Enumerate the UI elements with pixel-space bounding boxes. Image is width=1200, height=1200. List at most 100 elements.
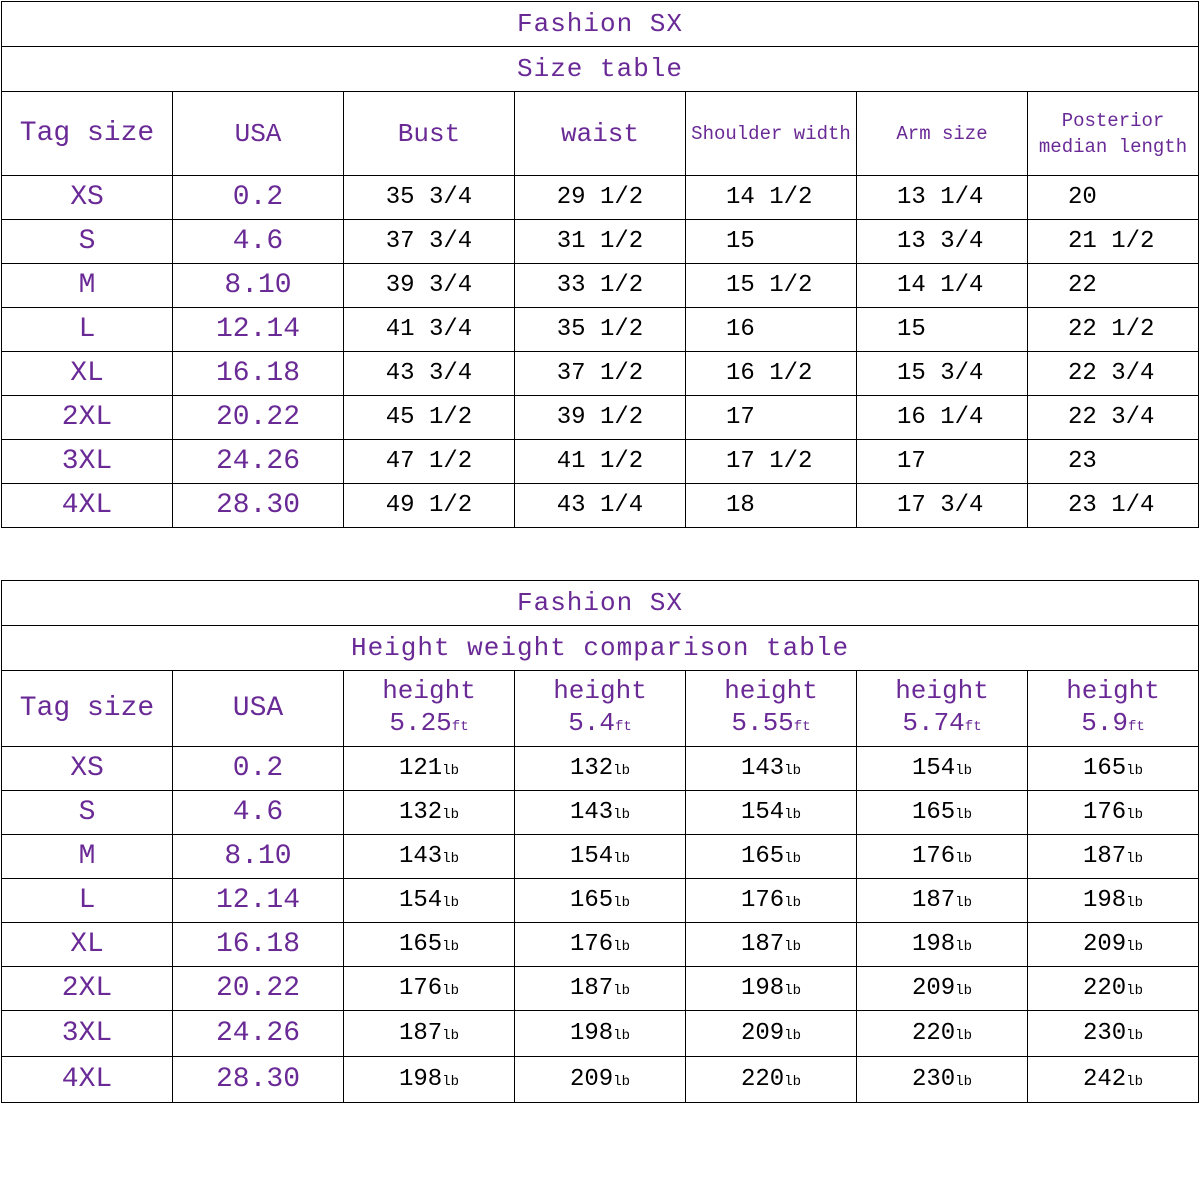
length-cell: 20 <box>1026 175 1200 220</box>
weight-unit: lb <box>1126 1028 1144 1044</box>
hw-tag-size-cell: M <box>1 834 173 879</box>
hw-row: XS 0.2 121lb 132lb 143lb 154lb 165lb <box>1 746 1200 791</box>
hw-usa-size-cell: 8.10 <box>172 834 344 879</box>
height-weight-table: Fashion SX Height weight comparison tabl… <box>0 580 1200 1103</box>
size-row: 2XL 20.22 45 1/2 39 1/2 17 16 1/4 22 3/4 <box>1 395 1200 440</box>
hw-table-brand: Fashion SX <box>0 580 1200 626</box>
weight-cell: 176lb <box>1026 790 1200 835</box>
bust-cell: 41 3/4 <box>343 307 515 352</box>
length-cell: 23 1/4 <box>1026 483 1200 528</box>
hw-tag-size-cell: 3XL <box>1 1010 173 1057</box>
hw-usa-size-cell: 20.22 <box>172 966 344 1011</box>
weight-cell: 154lb <box>856 746 1028 791</box>
waist-cell: 35 1/2 <box>514 307 686 352</box>
hw-tag-size-cell: L <box>1 878 173 923</box>
weight-cell: 132lb <box>343 790 515 835</box>
weight-unit: lb <box>442 895 460 911</box>
hw-usa-size-cell: 0.2 <box>172 746 344 791</box>
hw-header-height: height 5.4ft <box>514 670 686 747</box>
bust-cell: 49 1/2 <box>343 483 515 528</box>
weight-cell: 165lb <box>1026 746 1200 791</box>
weight-value: 176 <box>1082 799 1127 826</box>
weight-unit: lb <box>613 983 631 999</box>
weight-value: 165 <box>1082 755 1127 782</box>
weight-value: 187 <box>911 887 956 914</box>
weight-value: 154 <box>569 843 614 870</box>
size-row: 4XL 28.30 49 1/2 43 1/4 18 17 3/4 23 1/4 <box>1 483 1200 528</box>
weight-unit: lb <box>955 983 973 999</box>
weight-value: 154 <box>911 755 956 782</box>
weight-value: 198 <box>398 1066 443 1093</box>
height-number: 5.74 <box>902 707 965 738</box>
waist-cell: 37 1/2 <box>514 351 686 396</box>
weight-unit: lb <box>784 895 802 911</box>
weight-value: 143 <box>398 843 443 870</box>
weight-value: 176 <box>740 887 785 914</box>
hw-usa-size-cell: 28.30 <box>172 1056 344 1103</box>
size-row: XS 0.2 35 3/4 29 1/2 14 1/2 13 1/4 20 <box>1 175 1200 220</box>
hw-tag-size-cell: XL <box>1 922 173 967</box>
weight-cell: 187lb <box>685 922 857 967</box>
usa-size-cell: 12.14 <box>172 307 344 352</box>
weight-unit: lb <box>784 1074 802 1090</box>
tag-size-cell: XS <box>1 175 173 220</box>
size-table: Fashion SX Size table Tag size USA Bust … <box>0 1 1200 528</box>
weight-unit: lb <box>784 807 802 823</box>
bust-cell: 47 1/2 <box>343 439 515 484</box>
weight-cell: 176lb <box>343 966 515 1011</box>
height-word: height <box>895 675 989 706</box>
length-cell: 22 3/4 <box>1026 395 1200 440</box>
weight-cell: 154lb <box>514 834 686 879</box>
hw-usa-size-cell: 16.18 <box>172 922 344 967</box>
hw-table-title: Height weight comparison table <box>0 625 1200 671</box>
size-row: S 4.6 37 3/4 31 1/2 15 13 3/4 21 1/2 <box>1 219 1200 264</box>
header-usa: USA <box>172 91 344 176</box>
weight-cell: 209lb <box>685 1010 857 1057</box>
weight-value: 187 <box>1082 843 1127 870</box>
length-cell: 22 <box>1026 263 1200 308</box>
waist-cell: 43 1/4 <box>514 483 686 528</box>
header-bust: Bust <box>343 91 515 176</box>
weight-cell: 220lb <box>856 1010 1028 1057</box>
weight-cell: 209lb <box>1026 922 1200 967</box>
usa-size-cell: 24.26 <box>172 439 344 484</box>
weight-value: 154 <box>398 887 443 914</box>
hw-header-height: height 5.55ft <box>685 670 857 747</box>
weight-value: 176 <box>569 931 614 958</box>
arm-cell: 16 1/4 <box>856 395 1028 440</box>
arm-cell: 13 1/4 <box>856 175 1028 220</box>
header-waist: waist <box>514 91 686 176</box>
bust-cell: 45 1/2 <box>343 395 515 440</box>
weight-cell: 220lb <box>1026 966 1200 1011</box>
weight-value: 242 <box>1082 1066 1127 1093</box>
weight-cell: 209lb <box>514 1056 686 1103</box>
weight-value: 198 <box>911 931 956 958</box>
header-tag-size: Tag size <box>1 91 173 176</box>
weight-value: 165 <box>911 799 956 826</box>
height-word: height <box>724 675 818 706</box>
weight-unit: lb <box>1126 1074 1144 1090</box>
tag-size-cell: L <box>1 307 173 352</box>
bust-cell: 37 3/4 <box>343 219 515 264</box>
shoulder-cell: 15 <box>685 219 857 264</box>
weight-unit: lb <box>613 895 631 911</box>
weight-value: 209 <box>1082 931 1127 958</box>
arm-cell: 17 3/4 <box>856 483 1028 528</box>
height-word: height <box>382 675 476 706</box>
weight-unit: lb <box>442 983 460 999</box>
usa-size-cell: 28.30 <box>172 483 344 528</box>
weight-cell: 176lb <box>856 834 1028 879</box>
shoulder-cell: 16 1/2 <box>685 351 857 396</box>
weight-value: 154 <box>740 799 785 826</box>
weight-cell: 154lb <box>685 790 857 835</box>
shoulder-cell: 14 1/2 <box>685 175 857 220</box>
weight-value: 132 <box>569 755 614 782</box>
weight-value: 121 <box>398 755 443 782</box>
weight-unit: lb <box>1126 807 1144 823</box>
hw-usa-size-cell: 12.14 <box>172 878 344 923</box>
weight-unit: lb <box>442 939 460 955</box>
weight-cell: 220lb <box>685 1056 857 1103</box>
hw-tag-size-cell: S <box>1 790 173 835</box>
weight-cell: 187lb <box>1026 834 1200 879</box>
hw-tag-size-cell: 2XL <box>1 966 173 1011</box>
